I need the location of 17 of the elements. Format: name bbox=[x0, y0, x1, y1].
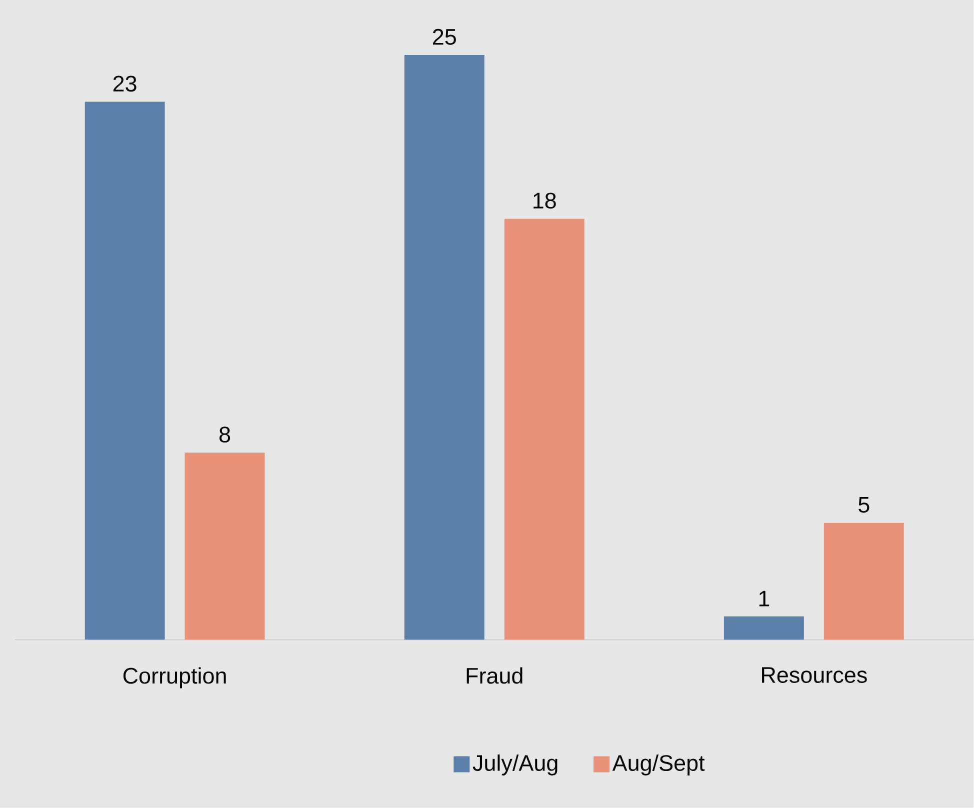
legend-label: July/Aug bbox=[472, 754, 558, 776]
data-label: 5 bbox=[858, 497, 870, 513]
data-label: 23 bbox=[113, 76, 136, 92]
bar bbox=[404, 55, 484, 640]
x-tick-label: Fraud bbox=[466, 667, 522, 684]
x-tick-label: Corruption bbox=[123, 667, 226, 688]
bar bbox=[724, 616, 804, 640]
legend-label: Aug/Sept bbox=[612, 754, 705, 776]
data-label: 1 bbox=[759, 590, 770, 606]
x-tick-label: Resources bbox=[762, 667, 867, 684]
bar bbox=[184, 452, 265, 640]
bar bbox=[824, 522, 904, 640]
bar bbox=[84, 102, 165, 640]
data-label: 8 bbox=[219, 426, 230, 443]
data-label: 18 bbox=[534, 192, 556, 209]
data-label: 25 bbox=[432, 29, 456, 45]
bar bbox=[504, 218, 584, 640]
